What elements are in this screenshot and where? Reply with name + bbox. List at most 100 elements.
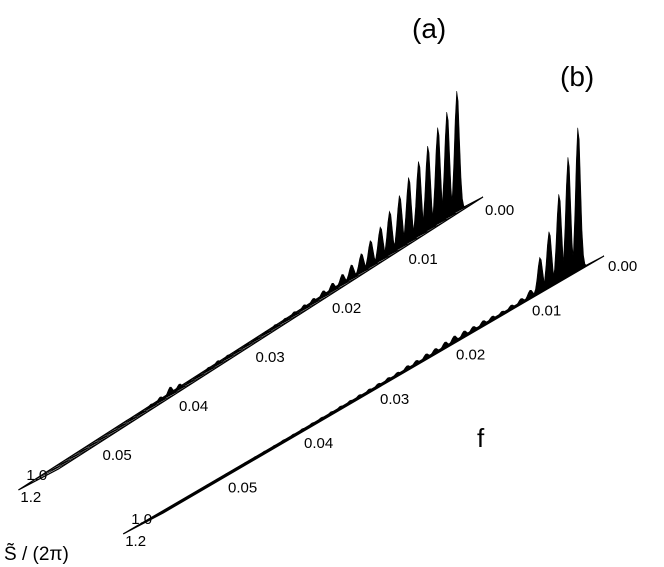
f-tick-a-3: 0.03 bbox=[256, 349, 285, 366]
ridge-baseline-b-17 bbox=[288, 416, 329, 438]
ridge-baseline-a-22 bbox=[242, 325, 283, 347]
ridge-baseline-b-39 bbox=[497, 294, 538, 316]
ridge-baseline-b-44 bbox=[544, 266, 586, 289]
f-tick-b-4: 0.04 bbox=[304, 435, 333, 452]
panel-b-label: (b) bbox=[560, 61, 594, 92]
ridge-baseline-a-29 bbox=[309, 282, 350, 304]
ridge-baseline-a-25 bbox=[270, 307, 311, 329]
ridge-baseline-a-19 bbox=[213, 343, 254, 366]
ridge-baseline-b-11 bbox=[231, 449, 272, 471]
f-tick-b-0: 0.00 bbox=[608, 258, 637, 275]
ridge-baseline-a-26 bbox=[280, 300, 321, 323]
ridge-baseline-b-9 bbox=[212, 460, 253, 482]
ridge-baseline-b-10 bbox=[221, 455, 263, 477]
ridge-baseline-a-20 bbox=[223, 337, 264, 359]
ridge-baseline-a-35 bbox=[366, 245, 407, 268]
ridge-baseline-a-36 bbox=[376, 239, 417, 261]
s-tick-b-0: 1.0 bbox=[131, 511, 152, 528]
x-axis-label: f bbox=[477, 423, 485, 453]
ridge-baseline-a-8 bbox=[108, 410, 149, 433]
f-tick-a-0: 0.00 bbox=[485, 202, 514, 219]
ridge-baseline-b-32 bbox=[430, 333, 472, 355]
s-tick-b-1: 1.2 bbox=[125, 533, 146, 550]
ridge-baseline-a-6 bbox=[89, 423, 130, 445]
ridge-baseline-a-18 bbox=[204, 349, 245, 372]
ridge-baseline-b-1 bbox=[136, 504, 177, 527]
ridge-baseline-b-24 bbox=[354, 377, 396, 400]
f-tick-b-1: 0.01 bbox=[532, 302, 561, 319]
ridge-baseline-a-0 bbox=[32, 459, 73, 482]
ridge-baseline-b-21 bbox=[326, 393, 367, 416]
ridge-baseline-b-16 bbox=[278, 421, 320, 444]
ridge-baseline-a-32 bbox=[338, 263, 379, 286]
ridge-baseline-b-3 bbox=[155, 493, 196, 516]
ridge-baseline-b-38 bbox=[487, 300, 529, 322]
ridge-baseline-b-23 bbox=[345, 382, 386, 405]
ridge-baseline-a-42 bbox=[433, 202, 474, 225]
ridge-baseline-b-12 bbox=[240, 444, 282, 466]
ridge-baseline-a-27 bbox=[289, 294, 331, 317]
ridge-baseline-a-14 bbox=[165, 374, 207, 396]
ridge-baseline-a-3 bbox=[60, 441, 101, 464]
ridge-baseline-a-5 bbox=[79, 429, 120, 451]
panel-b-ridges bbox=[126, 127, 596, 533]
f-tick-a-5: 0.05 bbox=[103, 447, 132, 464]
ridge-baseline-b-6 bbox=[183, 477, 225, 499]
ridge-baseline-b-0 bbox=[126, 510, 168, 532]
panel-b: (b) 0.00 0.01 0.02 0.03 0.04 0.05 1.0 1.2 bbox=[122, 61, 637, 550]
ridge-baseline-a-1 bbox=[41, 454, 82, 476]
ridge-baseline-a-40 bbox=[414, 214, 455, 237]
ridge-baseline-b-33 bbox=[440, 327, 481, 349]
ridge-baseline-b-15 bbox=[269, 427, 310, 449]
ridge-baseline-b-26 bbox=[373, 366, 415, 388]
ridge-baseline-a-7 bbox=[98, 417, 139, 439]
ridge-baseline-b-35 bbox=[459, 316, 500, 338]
ridge-baseline-b-36 bbox=[468, 311, 510, 333]
ridge-baseline-b-8 bbox=[202, 466, 244, 488]
ridge-baseline-b-42 bbox=[525, 277, 567, 300]
ridge-baseline-b-29 bbox=[402, 349, 443, 372]
ridge-baseline-a-4 bbox=[70, 435, 111, 457]
ridge-baseline-a-11 bbox=[136, 392, 178, 415]
f-tick-b-3: 0.03 bbox=[380, 391, 409, 408]
ridge-baseline-a-12 bbox=[146, 386, 188, 408]
ridge-baseline-b-20 bbox=[316, 399, 358, 422]
panel-a: (a) 0.00 0.01 0.02 0.03 0.04 0.05 1.0 1.2 bbox=[18, 13, 514, 506]
ridge-baseline-a-24 bbox=[261, 312, 302, 335]
ridge-baseline-a-10 bbox=[127, 398, 168, 421]
ridge-baseline-a-16 bbox=[185, 361, 226, 384]
ridge-baseline-a-33 bbox=[347, 258, 388, 280]
ridge-baseline-b-37 bbox=[478, 305, 519, 327]
ridge-baseline-b-40 bbox=[506, 289, 548, 311]
ridge-baseline-b-34 bbox=[449, 322, 491, 344]
ridge-baseline-b-13 bbox=[250, 438, 291, 460]
f-tick-b-2: 0.02 bbox=[456, 347, 485, 364]
ridge-baseline-b-45 bbox=[554, 261, 595, 283]
s-tick-a-1: 1.2 bbox=[20, 489, 41, 506]
ridge-baseline-a-9 bbox=[117, 405, 158, 427]
panel-b-ticks: 0.00 0.01 0.02 0.03 0.04 0.05 1.0 1.2 bbox=[125, 258, 637, 550]
ridge-baseline-a-13 bbox=[156, 380, 197, 402]
ridge-baseline-a-37 bbox=[385, 233, 426, 255]
ridge-baseline-a-15 bbox=[175, 368, 216, 390]
ridge-baseline-b-22 bbox=[335, 388, 377, 411]
f-tick-a-2: 0.02 bbox=[332, 300, 361, 317]
ridge-baseline-b-31 bbox=[421, 338, 462, 361]
ridge-baseline-a-39 bbox=[404, 221, 445, 243]
ridge-baseline-a-28 bbox=[299, 288, 341, 310]
ridge-baseline-a-17 bbox=[194, 356, 235, 378]
ridge-baseline-b-41 bbox=[516, 283, 557, 305]
ridge-baseline-b-18 bbox=[297, 410, 339, 433]
ridge-baseline-b-43 bbox=[535, 272, 576, 294]
f-tick-a-4: 0.04 bbox=[179, 398, 208, 415]
ridge-baseline-b-14 bbox=[259, 432, 301, 455]
ridge-baseline-b-2 bbox=[145, 499, 187, 521]
f-tick-b-5: 0.05 bbox=[228, 480, 257, 497]
ridge-baseline-b-30 bbox=[411, 344, 453, 366]
ridge-baseline-b-4 bbox=[164, 488, 206, 510]
ridge-baseline-b-7 bbox=[193, 471, 234, 493]
panel-a-label: (a) bbox=[412, 13, 446, 44]
ridge-baseline-b-25 bbox=[364, 371, 405, 394]
panel-a-ridges bbox=[31, 91, 475, 482]
